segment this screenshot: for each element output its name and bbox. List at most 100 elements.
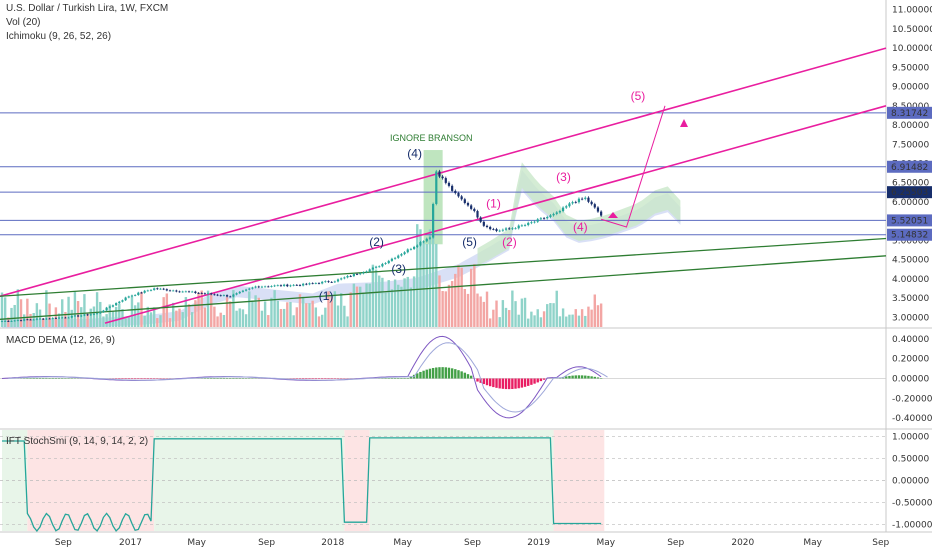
volume-bar bbox=[599, 303, 603, 327]
volume-bar bbox=[596, 305, 600, 327]
candle-body bbox=[466, 202, 470, 206]
volume-bar bbox=[359, 286, 362, 327]
price-tag-box bbox=[887, 106, 932, 119]
volume-bar bbox=[533, 315, 536, 327]
macd-histogram-bar bbox=[539, 378, 543, 382]
volume-bar bbox=[92, 306, 96, 327]
candle-body bbox=[23, 319, 26, 321]
macd-histogram-bar bbox=[397, 377, 400, 379]
macd-histogram-bar bbox=[498, 378, 501, 389]
candle-body bbox=[343, 277, 346, 279]
macd-signal-line bbox=[8, 342, 608, 413]
candle-body bbox=[321, 281, 324, 284]
candle-body bbox=[546, 216, 549, 219]
macd-histogram-bar bbox=[48, 377, 51, 379]
volume-bar bbox=[485, 291, 489, 327]
volume-bar bbox=[542, 311, 546, 327]
volume-bar bbox=[495, 300, 498, 327]
time-tick-label: Sep bbox=[667, 538, 684, 548]
volume-bar bbox=[178, 308, 181, 327]
candle-body bbox=[254, 286, 257, 288]
candle-body bbox=[244, 289, 248, 291]
candle-body bbox=[463, 199, 466, 203]
volume-bar bbox=[26, 298, 29, 327]
candle-body bbox=[542, 218, 546, 220]
macd-histogram-bar bbox=[441, 367, 444, 379]
volume-bar bbox=[270, 297, 273, 327]
volume-bar bbox=[251, 300, 254, 327]
candle-body bbox=[111, 305, 115, 307]
macd-histogram-bar bbox=[317, 378, 321, 380]
volume-bar bbox=[99, 301, 102, 327]
candle-body bbox=[549, 215, 552, 217]
volume-bar bbox=[210, 294, 213, 327]
macd-histogram-bar bbox=[219, 377, 222, 379]
volume-bar bbox=[412, 276, 416, 327]
volume-bar bbox=[349, 292, 352, 327]
volume-bar bbox=[143, 315, 146, 327]
candle-body bbox=[530, 222, 533, 224]
volume-bar bbox=[587, 306, 590, 327]
candle-body bbox=[105, 307, 108, 311]
volume-bar bbox=[70, 309, 73, 327]
candle-body bbox=[349, 276, 352, 277]
volume-bar bbox=[102, 316, 105, 327]
candle-body bbox=[86, 314, 89, 316]
candle-body bbox=[435, 171, 438, 204]
price-tag-label: 5.14832 bbox=[891, 231, 928, 241]
volume-bar bbox=[194, 300, 197, 327]
volume-bar bbox=[536, 309, 539, 327]
volume-bar bbox=[156, 318, 159, 327]
volume-bar bbox=[320, 314, 324, 327]
candle-body bbox=[533, 221, 536, 223]
candle-body bbox=[340, 278, 343, 280]
volume-bar bbox=[584, 315, 587, 327]
macd-histogram-bar bbox=[508, 378, 511, 390]
volume-bar bbox=[0, 292, 4, 327]
candle-body bbox=[536, 219, 539, 222]
candle-body bbox=[397, 255, 400, 258]
volume-bar bbox=[371, 264, 375, 327]
wave-label: (4) bbox=[407, 147, 422, 161]
volume-bar bbox=[438, 275, 441, 327]
ichimoku-legend: Ichimoku (9, 26, 52, 26) bbox=[6, 31, 112, 42]
candle-body bbox=[146, 290, 149, 292]
stoch-tick-label: -1.00000 bbox=[892, 520, 932, 530]
candle-body bbox=[482, 221, 485, 226]
volume-bar bbox=[454, 273, 457, 327]
macd-histogram-bar bbox=[447, 367, 451, 379]
volume-bar bbox=[387, 280, 390, 327]
candle-body bbox=[7, 320, 10, 322]
volume-bar bbox=[298, 294, 302, 327]
volume-bar bbox=[118, 303, 121, 327]
volume-bar bbox=[546, 304, 549, 327]
candle-body bbox=[302, 283, 305, 286]
volume-bar bbox=[130, 296, 134, 327]
volume-bar bbox=[89, 308, 92, 327]
volume-bar bbox=[580, 309, 584, 327]
volume-bar bbox=[295, 307, 299, 327]
volume-bar bbox=[42, 318, 45, 327]
candle-body bbox=[162, 288, 165, 290]
volume-bar bbox=[187, 304, 191, 327]
macd-histogram-bar bbox=[482, 378, 486, 385]
candle-body bbox=[76, 315, 80, 317]
time-tick-label: Sep bbox=[464, 538, 481, 548]
volume-bar bbox=[152, 307, 156, 327]
volume-bar bbox=[57, 313, 61, 327]
price-tick-label: 7.50000 bbox=[892, 140, 929, 150]
candle-body bbox=[390, 258, 394, 261]
macd-histogram-bar bbox=[393, 377, 397, 379]
candle-body bbox=[4, 320, 7, 322]
candle-body bbox=[581, 198, 584, 200]
macd-histogram-bar bbox=[406, 377, 409, 379]
candle-body bbox=[495, 229, 498, 231]
volume-bar bbox=[267, 315, 270, 327]
volume-bar bbox=[238, 308, 241, 327]
volume-bar bbox=[504, 307, 508, 327]
candle-body bbox=[327, 281, 330, 283]
time-tick-label: Sep bbox=[55, 538, 72, 548]
volume-bar bbox=[561, 308, 565, 327]
macd-histogram-bar bbox=[530, 378, 533, 385]
